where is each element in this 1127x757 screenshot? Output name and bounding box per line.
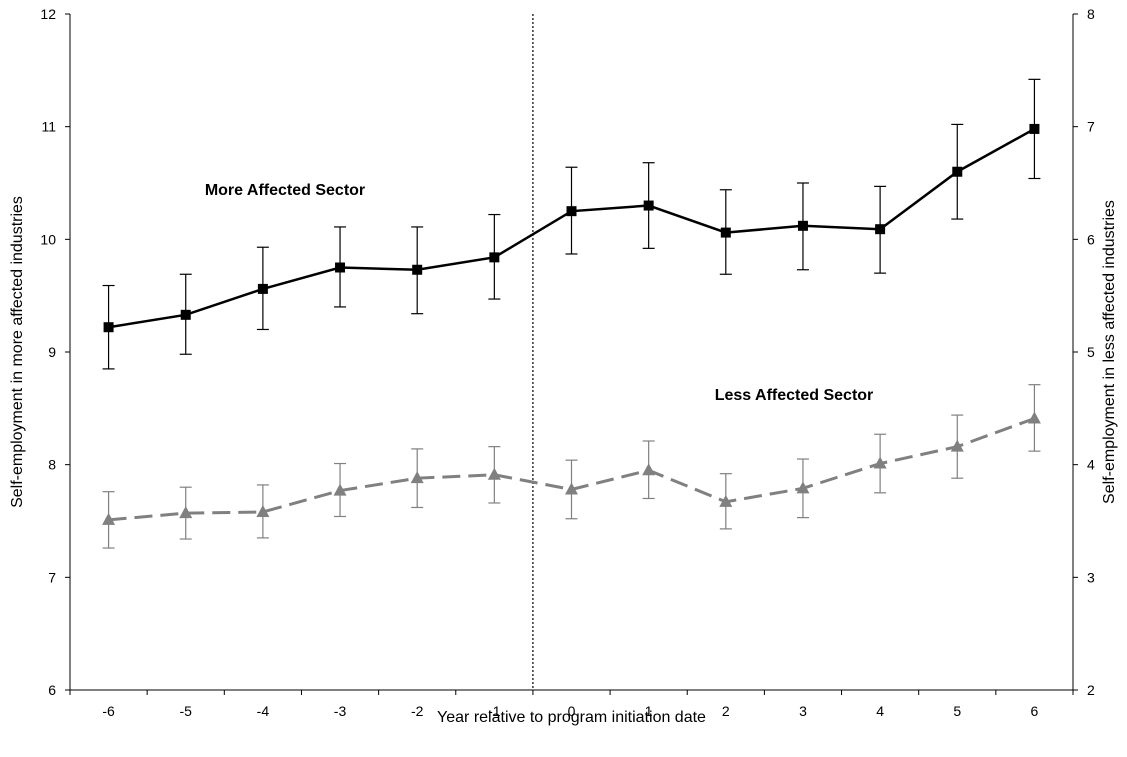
left-y-axis-title: Self-employment in more affected industr… [9,196,26,508]
x-tick-label: -2 [411,703,424,719]
x-tick-label: 5 [953,703,961,719]
data-point-triangle [410,471,424,484]
data-point-triangle [102,512,116,525]
plot-area [69,14,1074,691]
x-tick-label: -6 [102,703,115,719]
left-y-tick-label: 11 [41,119,56,135]
data-point-square [566,206,577,217]
data-point-triangle [719,494,733,507]
right-y-tick-label: 8 [1087,6,1095,22]
x-tick-label: 3 [799,703,807,719]
x-tick-label: 0 [568,703,576,719]
left-y-tick-label: 6 [48,682,56,698]
data-point-square [1029,123,1040,134]
right-y-tick-label: 6 [1087,231,1095,247]
right-y-tick-label: 5 [1087,344,1095,360]
x-tick-label: 1 [645,703,653,719]
right-y-tick-label: 7 [1087,119,1095,135]
x-tick-label: 4 [876,703,884,719]
x-tick-label: 2 [722,703,730,719]
right-y-tick-label: 2 [1087,682,1095,698]
x-tick-label: -4 [257,703,270,719]
data-point-square [103,322,114,333]
data-point-square [489,252,500,263]
left-y-tick-label: 10 [40,231,56,247]
data-point-triangle [950,439,964,452]
data-point-triangle [1027,411,1041,424]
data-point-triangle [487,467,501,480]
data-point-square [875,224,886,235]
less-affected-sector-label: Less Affected Sector [715,387,874,404]
data-point-square [720,227,731,238]
data-point-square [797,220,808,231]
left-y-tick-label: 7 [48,569,56,585]
data-point-square [412,264,423,275]
data-point-square [952,166,963,177]
data-point-square [643,200,654,211]
data-point-triangle [179,506,193,519]
right-y-tick-label: 3 [1087,569,1095,585]
data-point-square [335,262,346,273]
data-point-square [180,309,191,320]
series-layer [102,78,1041,549]
series-more-affected [102,78,1041,370]
x-tick-label: 6 [1031,703,1039,719]
data-point-triangle [256,504,270,517]
x-tick-label: -5 [180,703,193,719]
x-tick-label: -1 [488,703,501,719]
x-tick-label: -3 [334,703,347,719]
x-axis-title: Year relative to program initiation date [437,709,706,726]
data-point-triangle [333,483,347,496]
data-point-triangle [565,482,578,495]
data-point-triangle [796,481,810,494]
left-y-tick-label: 12 [40,6,56,22]
series-less-affected [102,384,1041,549]
data-point-triangle [873,456,887,469]
right-y-tick-label: 4 [1087,457,1095,473]
data-point-triangle [642,463,656,476]
data-point-square [257,283,268,294]
left-y-tick-label: 9 [48,344,56,360]
left-y-tick-label: 8 [48,457,56,473]
more-affected-sector-label: More Affected Sector [205,182,365,199]
right-y-axis-title: Self-employment in less affected industr… [1101,200,1118,504]
